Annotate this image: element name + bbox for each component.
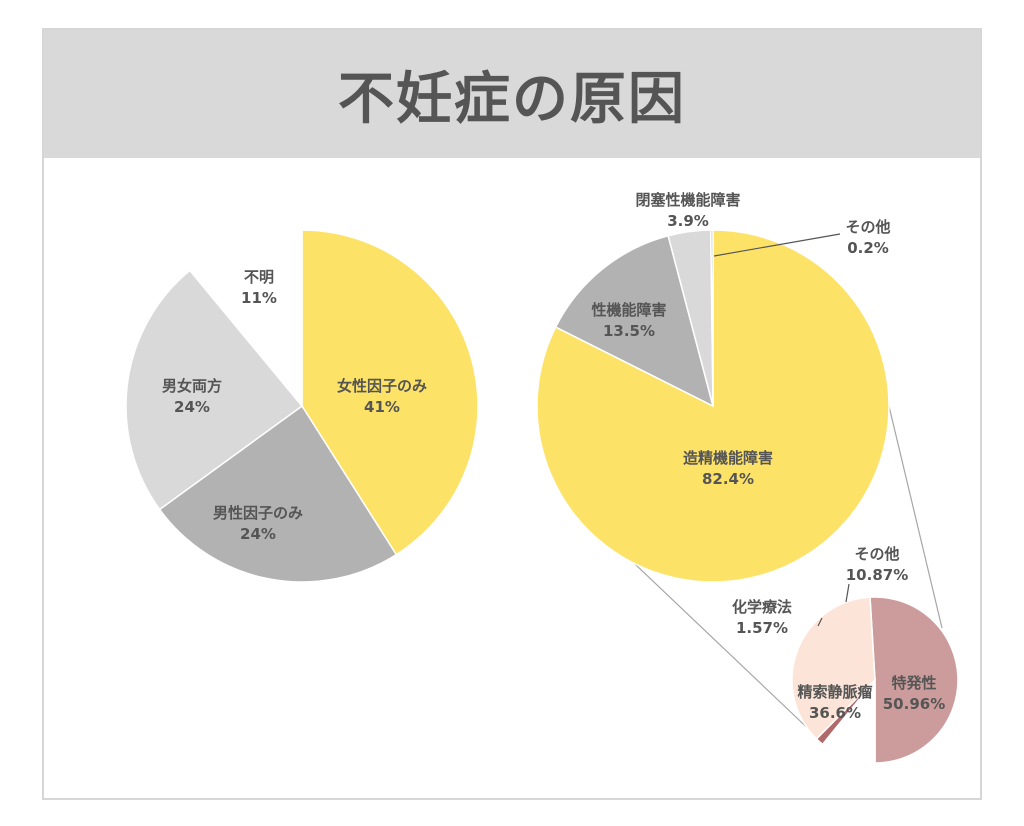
- pie-infertility-slice-2: [125, 269, 304, 511]
- slice-category: 精索静脈瘤: [797, 683, 872, 701]
- slice-category: その他: [854, 545, 899, 563]
- slice-label-2-1: 精索静脈瘤 36.6%: [797, 683, 872, 722]
- slice-category: 不明: [244, 268, 274, 286]
- slice-label-1-2: 閉塞性機能障害 3.9%: [635, 191, 740, 230]
- pie-male-factor-breakdown: [536, 229, 890, 583]
- slice-category: 化学療法: [732, 598, 792, 616]
- pie-male-factor-slice-1: [554, 234, 715, 408]
- slice-label-0-2: 男女両方 24%: [162, 377, 222, 416]
- slice-label-1-0: 造精機能障害 82.4%: [683, 449, 773, 488]
- pie-male-factor-slice-3: [710, 229, 714, 407]
- slice-category: 男女両方: [162, 377, 222, 395]
- slice-value: 36.6%: [809, 704, 861, 722]
- slice-category: その他: [845, 218, 890, 236]
- slice-value: 41%: [364, 398, 400, 416]
- slice-value: 24%: [240, 525, 276, 543]
- slice-category: 女性因子のみ: [337, 377, 427, 395]
- slice-category: 閉塞性機能障害: [635, 191, 740, 209]
- slice-value: 0.2%: [847, 239, 889, 257]
- chart-title: 不妊症の原因: [338, 66, 686, 132]
- pie-infertility-slice-0: [301, 229, 479, 556]
- slice-label-0-1: 男性因子のみ 24%: [213, 504, 303, 543]
- slice-label-1-1: 性機能障害 13.5%: [591, 301, 666, 340]
- slice-label-1-3: その他 0.2%: [845, 218, 890, 257]
- slice-value: 50.96%: [883, 695, 945, 713]
- leader-other-detail: [845, 583, 850, 603]
- slice-category: 造精機能障害: [683, 449, 773, 467]
- pie-infertility-causes: [125, 229, 479, 583]
- slice-value: 11%: [241, 289, 277, 307]
- leader-other-male: [713, 233, 841, 257]
- pie-sperm-disorder-slice-1: [791, 596, 876, 740]
- title-bar: 不妊症の原因: [44, 30, 980, 158]
- slice-label-2-0: 特発性 50.96%: [883, 674, 945, 713]
- pie-sperm-disorder-slice-0: [869, 596, 959, 764]
- leader-lines: [713, 233, 850, 627]
- slice-value: 10.87%: [846, 566, 908, 584]
- pie-sperm-disorder-breakdown: [791, 596, 959, 764]
- slice-category: 特発性: [891, 674, 936, 692]
- pie-infertility-slice-1: [158, 404, 398, 583]
- pie-sperm-disorder-slice-3: [821, 677, 876, 764]
- slice-value: 82.4%: [702, 470, 754, 488]
- slice-value: 3.9%: [667, 212, 709, 230]
- slice-category: 性機能障害: [591, 301, 666, 319]
- slice-label-0-3: 不明 11%: [241, 268, 277, 307]
- slice-value: 24%: [174, 398, 210, 416]
- slice-labels: 女性因子のみ 41% 男性因子のみ 24% 男女両方 24% 不明 11% 造精機能障害 82.4…: [162, 191, 945, 722]
- slice-label-2-3: その他 10.87%: [846, 545, 908, 584]
- connector-line-left: [615, 545, 819, 739]
- slice-value: 1.57%: [736, 619, 788, 637]
- slice-value: 13.5%: [603, 322, 655, 340]
- leader-chemo: [817, 617, 823, 627]
- slice-label-2-2: 化学療法 1.57%: [732, 598, 792, 637]
- slice-category: 男性因子のみ: [213, 504, 303, 522]
- pie-infertility-slice-3: [188, 229, 303, 409]
- slice-label-0-0: 女性因子のみ 41%: [337, 377, 427, 416]
- connector-line-right: [887, 401, 943, 629]
